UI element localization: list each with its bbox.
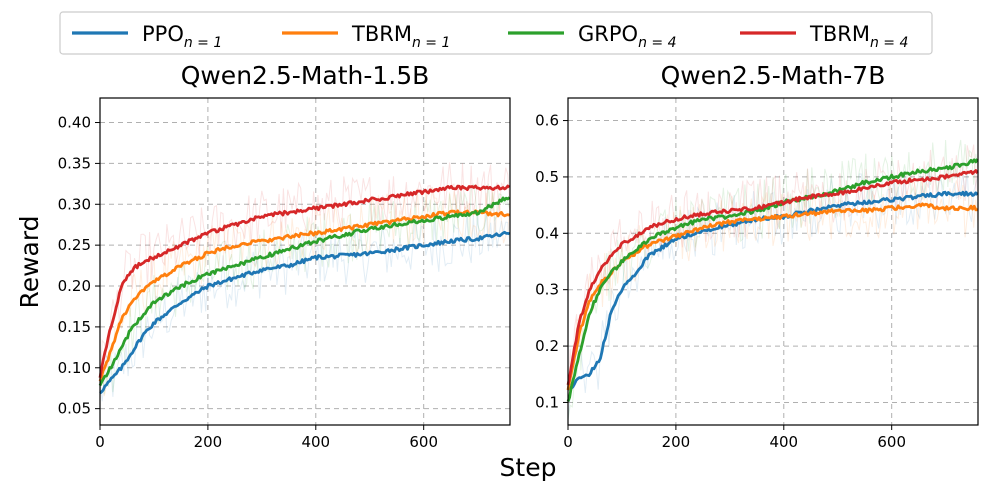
legend-entry: TBRMn = 4 xyxy=(740,22,908,51)
y-tick-label: 0.35 xyxy=(58,154,91,172)
y-tick-label: 0.25 xyxy=(58,236,91,254)
legend-frame xyxy=(59,11,933,55)
series-noise-trace xyxy=(99,162,511,391)
y-tick-label: 0.40 xyxy=(58,114,91,132)
y-tick-label: 0.20 xyxy=(58,277,91,295)
x-tick-label: 600 xyxy=(409,433,438,451)
y-tick-label: 0.10 xyxy=(58,359,91,377)
legend-entry: GRPOn = 4 xyxy=(508,22,676,51)
legend-entry: TBRMn = 1 xyxy=(282,22,450,51)
y-tick-label: 0.30 xyxy=(58,195,91,213)
plot-frame xyxy=(99,97,511,426)
y-axis-title: Reward xyxy=(15,215,44,308)
series-line xyxy=(99,230,510,395)
plot-frame xyxy=(567,97,979,426)
series-line xyxy=(566,169,979,386)
x-axis-title: Step xyxy=(500,453,557,482)
y-tick-label: 0.4 xyxy=(535,224,559,242)
y-tick-label: 0.5 xyxy=(535,168,559,186)
legend-entry: PPOn = 1 xyxy=(72,22,222,51)
series-line xyxy=(98,196,511,387)
x-tick-label: 200 xyxy=(194,433,223,451)
chart-title: Qwen2.5-Math-1.5B xyxy=(181,61,430,90)
series-noise-trace xyxy=(567,169,979,421)
x-tick-label: 0 xyxy=(95,433,105,451)
series-line xyxy=(98,184,511,378)
legend-label: GRPOn = 4 xyxy=(578,22,676,51)
x-tick-label: 600 xyxy=(877,433,906,451)
x-tick-label: 400 xyxy=(301,433,330,451)
series-noise-trace xyxy=(567,178,979,401)
series-line xyxy=(98,209,510,382)
chart-panel-left: Qwen2.5-Math-1.5B 0 200 400 600 0.05 0.10 0.15… xyxy=(58,61,511,451)
series-noise-trace xyxy=(99,209,511,402)
y-tick-label: 0.2 xyxy=(535,337,559,355)
y-tick-label: 0.6 xyxy=(535,112,559,130)
legend-label: TBRMn = 4 xyxy=(809,22,908,51)
legend-label: TBRMn = 1 xyxy=(351,22,450,51)
y-tick-label: 0.05 xyxy=(58,400,91,418)
x-tick-label: 200 xyxy=(662,433,691,451)
x-tick-label: 400 xyxy=(769,433,798,451)
x-tick-label: 0 xyxy=(563,433,573,451)
y-tick-label: 0.1 xyxy=(535,393,559,411)
legend: PPOn = 1 TBRMn = 1 GRPOn = 4 TBRMn = 4 xyxy=(59,11,933,55)
chart-title: Qwen2.5-Math-7B xyxy=(661,61,886,90)
series-noise-trace xyxy=(567,144,979,392)
legend-label: PPOn = 1 xyxy=(142,22,222,51)
y-tick-label: 0.3 xyxy=(535,281,559,299)
series-line xyxy=(566,190,979,391)
chart-panel-right: Qwen2.5-Math-7B 0 200 400 600 0.1 0.2 0.3 0.4 0.… xyxy=(535,61,979,451)
y-tick-label: 0.15 xyxy=(58,318,91,336)
